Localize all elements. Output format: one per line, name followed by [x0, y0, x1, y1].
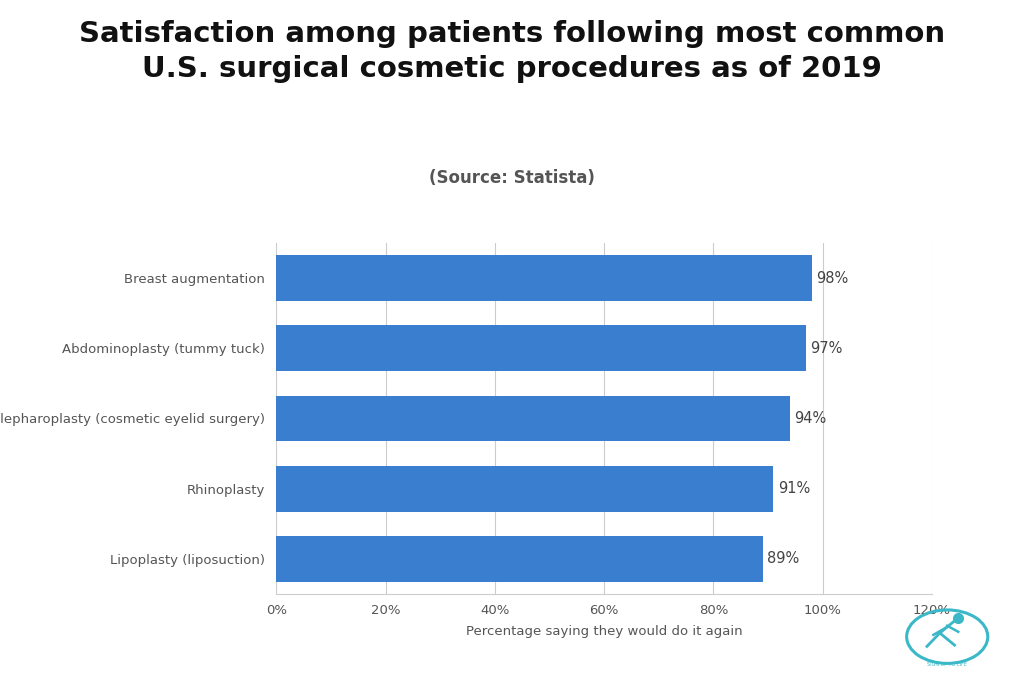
- Text: SIGN UP TO LIFE: SIGN UP TO LIFE: [928, 662, 967, 667]
- Text: 98%: 98%: [816, 271, 848, 286]
- Text: Satisfaction among patients following most common
U.S. surgical cosmetic procedu: Satisfaction among patients following mo…: [79, 20, 945, 83]
- Text: 89%: 89%: [767, 551, 799, 566]
- Bar: [276, 255, 812, 301]
- Bar: [276, 536, 763, 582]
- Text: 91%: 91%: [778, 481, 810, 496]
- Bar: [276, 396, 790, 441]
- Text: (Source: Statista): (Source: Statista): [429, 169, 595, 187]
- Text: 97%: 97%: [811, 341, 843, 356]
- Bar: [276, 325, 806, 371]
- X-axis label: Percentage saying they would do it again: Percentage saying they would do it again: [466, 625, 742, 638]
- Text: 94%: 94%: [795, 411, 826, 426]
- Bar: [276, 466, 773, 512]
